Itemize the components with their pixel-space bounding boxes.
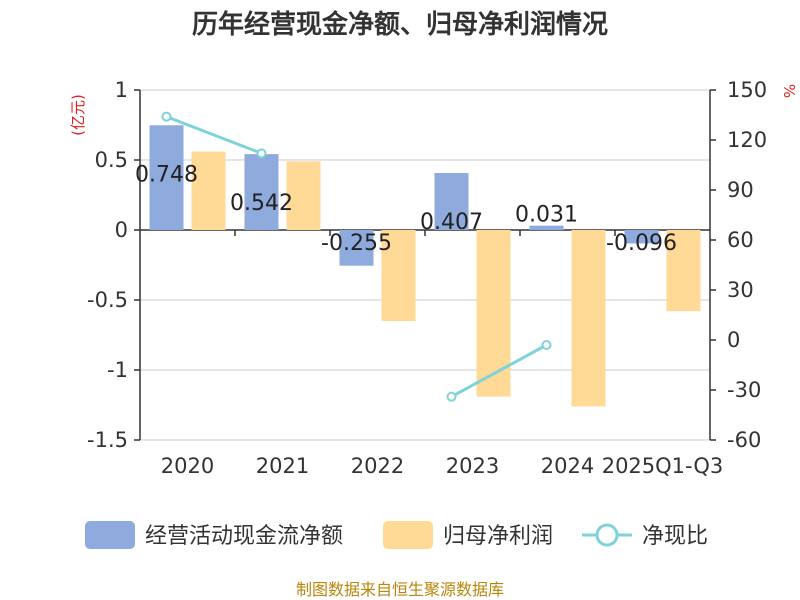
left-axis-ticks: 1 0.5 0 -0.5 -1 -1.5 (87, 78, 140, 452)
bar-cashflow (339, 230, 374, 266)
x-tick-label: 2025Q1-Q3 (602, 454, 724, 478)
right-tick-label: 30 (727, 278, 754, 302)
bar-cashflow (624, 230, 659, 244)
cash-ratio-point (256, 148, 267, 159)
cash-ratio-point (161, 111, 172, 122)
bar-net-profit (381, 230, 416, 321)
legend-label-cashflow: 经营活动现金流净额 (145, 524, 343, 549)
bar-cashflow (244, 154, 279, 230)
legend-swatch-net-profit (383, 521, 433, 549)
value-label: 0.031 (515, 203, 578, 228)
value-label: 0.748 (135, 162, 198, 187)
line-series (161, 111, 552, 402)
legend-label-cash-ratio: 净现比 (642, 524, 708, 549)
right-tick-label: -60 (727, 428, 761, 452)
bar-series (149, 125, 701, 407)
cash-ratio-line (165, 115, 263, 155)
chart-title: 历年经营现金净额、归母净利润情况 (192, 9, 608, 40)
bar-net-profit (191, 151, 226, 230)
legend-label-net-profit: 归母净利润 (443, 524, 553, 549)
bar-cashflow (434, 173, 469, 230)
bar-cashflow (149, 125, 184, 230)
x-tick-label: 2021 (256, 454, 309, 478)
x-tick-label: 2023 (446, 454, 499, 478)
value-label: -0.096 (606, 231, 677, 256)
x-tick-label: 2022 (351, 454, 404, 478)
x-tick-label: 2020 (161, 454, 214, 478)
left-tick-label: 0 (115, 218, 128, 242)
legend-swatch-cash-ratio-marker (595, 523, 619, 547)
right-axis-ticks: 150 120 90 60 30 0 -30 -60 (710, 78, 767, 452)
left-tick-label: 1 (115, 78, 128, 102)
left-axis-unit: (亿元) (69, 94, 87, 136)
right-tick-label: 60 (727, 228, 754, 252)
value-label: -0.255 (321, 231, 392, 256)
bar-net-profit (286, 161, 321, 230)
left-tick-label: -1 (107, 358, 128, 382)
left-tick-label: -1.5 (87, 428, 128, 452)
grid-lines (140, 89, 710, 441)
right-tick-label: 120 (727, 128, 767, 152)
bar-net-profit (476, 230, 511, 397)
cash-ratio-line (450, 343, 548, 398)
cash-ratio-point (446, 391, 457, 402)
value-labels: 0.748 0.542 -0.255 0.407 0.031 -0.096 (135, 162, 677, 256)
x-axis-ticks: 2020 2021 2022 2023 2024 2025Q1-Q3 (161, 454, 724, 478)
right-tick-label: 90 (727, 178, 754, 202)
x-tick-label: 2024 (541, 454, 594, 478)
right-tick-label: 150 (727, 78, 767, 102)
axes (139, 90, 711, 440)
value-label: 0.407 (420, 210, 483, 235)
right-tick-label: 0 (727, 328, 740, 352)
value-label: 0.542 (230, 191, 293, 216)
data-source-note: 制图数据来自恒生聚源数据库 (296, 580, 504, 599)
bar-net-profit (571, 230, 606, 407)
right-tick-label: -30 (727, 378, 761, 402)
cash-ratio-point (541, 340, 552, 350)
left-tick-label: -0.5 (87, 288, 128, 312)
right-axis-unit: % (780, 84, 798, 98)
left-tick-label: 0.5 (95, 148, 128, 172)
bar-net-profit (666, 230, 701, 312)
legend: 经营活动现金流净额 归母净利润 净现比 (85, 521, 708, 549)
bar-cashflow (529, 225, 564, 230)
legend-swatch-cashflow (85, 521, 135, 549)
